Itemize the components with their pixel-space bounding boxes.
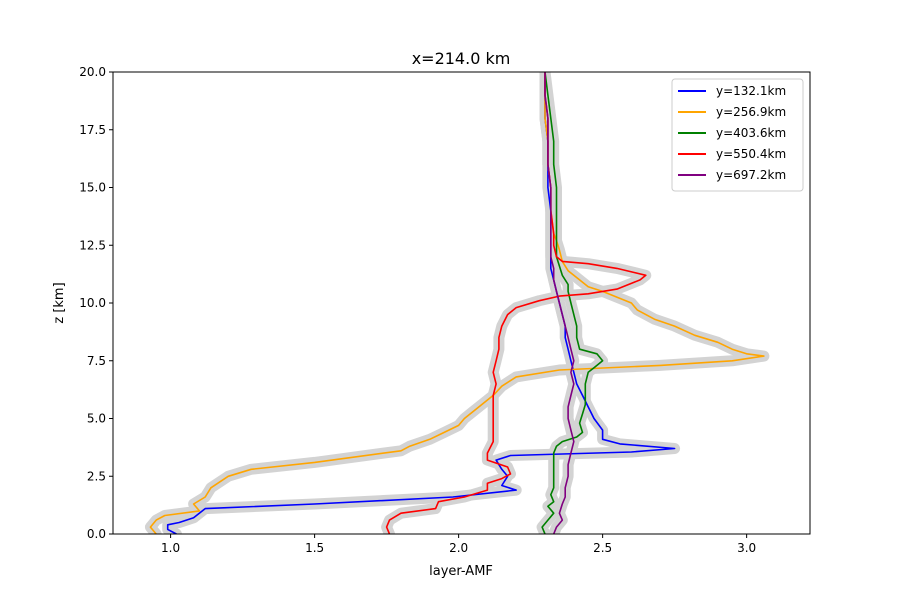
legend: y=132.1km y=256.9km y=403.6km y=550.4km y=69… [671,78,804,192]
x-tick-label: 2.0 [449,541,468,555]
legend-label: y=403.6km [716,126,786,140]
series-line-4 [385,72,647,534]
x-tick-label: 1.0 [161,541,180,555]
legend-label: y=697.2km [716,168,786,182]
band-4 [381,72,652,534]
legend-label: y=132.1km [716,84,786,98]
band-1 [162,72,681,534]
series-line-5 [544,72,575,534]
series-lines [149,72,765,534]
y-tick-label: 2.5 [87,469,106,483]
chart-title: x=214.0 km [412,49,511,68]
y-tick-label: 12.5 [79,238,106,252]
y-tick-label: 15.0 [79,181,106,195]
x-axis-ticks: 1.0 1.5 2.0 2.5 3.0 [161,534,756,555]
x-tick-label: 1.5 [305,541,324,555]
series-line-3 [541,72,604,534]
y-tick-label: 7.5 [87,354,106,368]
y-tick-label: 20.0 [79,65,106,79]
legend-box [671,78,804,192]
legend-label: y=550.4km [716,147,786,161]
y-tick-label: 5.0 [87,412,106,426]
x-tick-label: 3.0 [737,541,756,555]
x-axis-label: layer-AMF [429,564,493,579]
series-line-1 [166,72,676,534]
x-tick-label: 2.5 [593,541,612,555]
y-axis-label: z [km] [52,282,67,323]
y-tick-label: 10.0 [79,296,106,310]
y-tick-label: 0.0 [87,527,106,541]
y-axis-ticks: 0.0 2.5 5.0 7.5 10.0 12.5 15.0 17.5 20.0 [79,65,113,541]
legend-label: y=256.9km [716,105,786,119]
y-tick-label: 17.5 [79,123,106,137]
